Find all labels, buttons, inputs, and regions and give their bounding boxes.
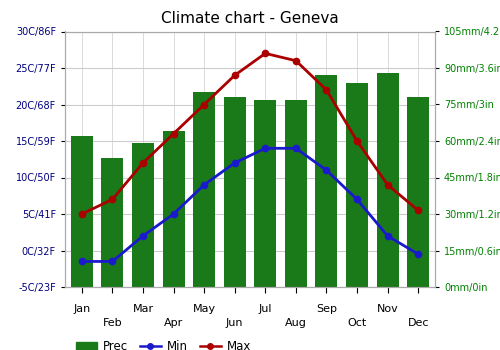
Text: Jul: Jul xyxy=(258,304,272,314)
Text: May: May xyxy=(192,304,216,314)
Bar xyxy=(132,144,154,287)
Max xyxy=(140,161,146,165)
Max xyxy=(110,197,116,202)
Text: Feb: Feb xyxy=(102,317,122,328)
Bar xyxy=(316,75,338,287)
Max xyxy=(384,183,390,187)
Bar xyxy=(102,158,124,287)
Text: Nov: Nov xyxy=(376,304,398,314)
Min xyxy=(384,234,390,238)
Legend: Prec, Min, Max: Prec, Min, Max xyxy=(71,335,256,350)
Title: Climate chart - Geneva: Climate chart - Geneva xyxy=(161,11,339,26)
Min xyxy=(170,212,176,216)
Bar xyxy=(407,97,429,287)
Min xyxy=(79,259,85,264)
Bar xyxy=(193,92,215,287)
Line: Max: Max xyxy=(78,50,422,217)
Bar xyxy=(376,73,398,287)
Bar xyxy=(254,100,276,287)
Bar xyxy=(162,131,184,287)
Text: Aug: Aug xyxy=(285,317,307,328)
Max xyxy=(354,139,360,143)
Text: Apr: Apr xyxy=(164,317,183,328)
Text: Dec: Dec xyxy=(408,317,429,328)
Min xyxy=(201,183,207,187)
Min xyxy=(232,161,237,165)
Max xyxy=(201,103,207,107)
Text: Sep: Sep xyxy=(316,304,337,314)
Bar xyxy=(224,97,246,287)
Text: Jan: Jan xyxy=(73,304,90,314)
Max xyxy=(293,58,299,63)
Text: Jun: Jun xyxy=(226,317,244,328)
Text: Oct: Oct xyxy=(348,317,366,328)
Bar xyxy=(71,136,93,287)
Text: Mar: Mar xyxy=(132,304,154,314)
Min xyxy=(354,197,360,202)
Max xyxy=(170,132,176,136)
Max xyxy=(262,51,268,56)
Line: Min: Min xyxy=(78,145,422,265)
Min xyxy=(140,234,146,238)
Max xyxy=(324,88,330,92)
Min xyxy=(293,146,299,150)
Bar xyxy=(346,83,368,287)
Max xyxy=(415,208,421,212)
Min xyxy=(324,168,330,172)
Min xyxy=(110,259,116,264)
Max xyxy=(232,73,237,77)
Max xyxy=(79,212,85,216)
Min xyxy=(415,252,421,256)
Bar xyxy=(285,100,307,287)
Min xyxy=(262,146,268,150)
